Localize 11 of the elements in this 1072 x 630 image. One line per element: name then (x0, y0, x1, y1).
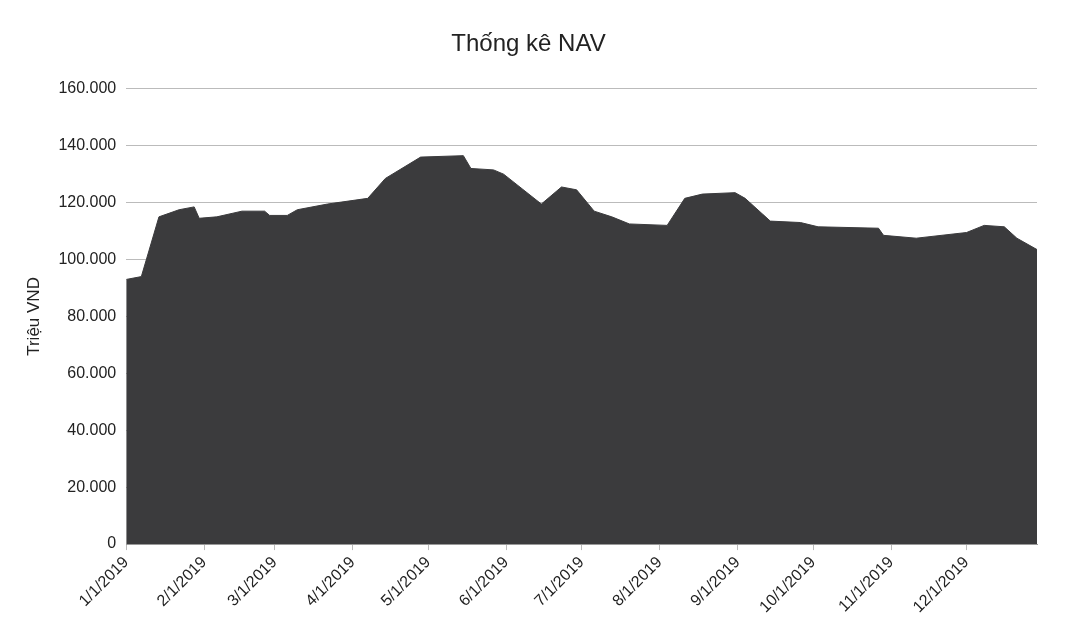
chart-title: Thống kê NAV (451, 29, 606, 57)
y-tick-label: 0 (107, 534, 117, 552)
y-tick-label: 60.000 (67, 363, 117, 381)
y-tick-label: 120.000 (58, 193, 117, 211)
y-tick-label: 20.000 (67, 477, 117, 495)
y-tick-label: 160.000 (58, 79, 117, 97)
y-tick-label: 140.000 (58, 136, 117, 154)
y-axis-title: Triệu VND (23, 277, 43, 356)
y-tick-label: 40.000 (67, 420, 117, 438)
y-tick-label: 80.000 (67, 306, 117, 324)
y-tick-label: 100.000 (58, 249, 117, 267)
